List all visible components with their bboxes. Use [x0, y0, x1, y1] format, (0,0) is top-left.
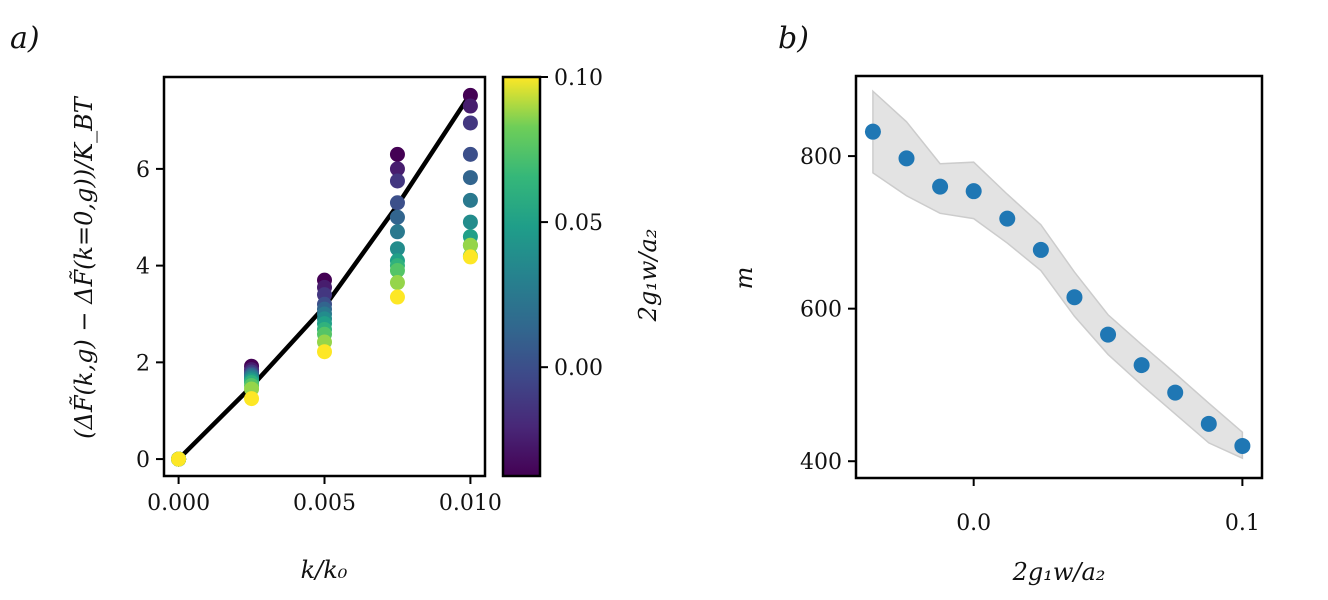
- x-tick-label: 0.0: [956, 511, 991, 536]
- data-point: [462, 170, 478, 186]
- data-point: [389, 209, 405, 225]
- data-point: [1066, 289, 1083, 306]
- plot-b-xlabel: 2g₁w/a₂: [1012, 558, 1106, 586]
- data-point: [317, 344, 332, 360]
- data-point: [389, 146, 405, 162]
- colorbar: 0.00 0.05 0.10: [501, 66, 603, 478]
- data-point: [1100, 326, 1117, 343]
- data-point: [1234, 437, 1251, 454]
- data-point: [389, 262, 405, 278]
- data-point: [389, 289, 405, 305]
- panel-label-b: b): [778, 21, 809, 56]
- colorbar-tick-label: 0.00: [554, 356, 603, 381]
- data-point: [864, 123, 881, 140]
- data-point: [462, 87, 478, 103]
- data-point: [389, 241, 405, 257]
- panel-label-a: a): [10, 21, 40, 56]
- y-tick-label: 2: [136, 351, 150, 376]
- data-point: [171, 451, 187, 467]
- colorbar-tick-label: 0.10: [554, 66, 603, 91]
- data-point: [462, 146, 478, 162]
- data-point: [244, 391, 260, 407]
- colorbar-tick-label: 0.05: [554, 211, 603, 236]
- data-point: [389, 173, 405, 189]
- data-point: [462, 214, 478, 230]
- data-point: [898, 150, 915, 167]
- x-tick-label: 0.005: [293, 491, 356, 516]
- data-point: [1133, 357, 1150, 374]
- plot-a: [162, 75, 487, 478]
- data-point: [1200, 415, 1217, 432]
- data-point: [1167, 384, 1184, 401]
- y-tick-label: 600: [800, 298, 842, 323]
- data-point: [1032, 241, 1049, 258]
- data-point: [932, 178, 949, 195]
- data-point: [462, 115, 478, 131]
- data-point: [462, 249, 478, 265]
- y-tick-label: 400: [800, 450, 842, 475]
- y-tick-label: 6: [136, 158, 150, 183]
- plot-b-ylabel: m: [730, 267, 758, 290]
- data-point: [389, 224, 405, 240]
- data-point: [389, 275, 405, 291]
- x-tick-label: 0.000: [147, 491, 210, 516]
- y-tick-label: 0: [136, 448, 150, 473]
- data-point: [965, 183, 982, 200]
- data-point: [462, 98, 478, 114]
- x-tick-label: 0.010: [439, 491, 502, 516]
- colorbar-gradient: [501, 75, 542, 478]
- colorbar-label: 2g₁w/a₂: [634, 229, 662, 323]
- plot-b: [854, 74, 1264, 480]
- data-point: [389, 195, 405, 211]
- plot-a-ticks: 0.000 0.005 0.010 0 2 4 6: [136, 158, 502, 516]
- plot-a-xlabel: k/k₀: [301, 556, 348, 584]
- plot-a-ylabel: (ΔF̃(k,g) − ΔF̃(k=0,g))/K_BT: [70, 95, 98, 439]
- data-point: [462, 237, 478, 253]
- y-tick-label: 800: [800, 145, 842, 170]
- y-tick-label: 4: [136, 255, 150, 280]
- data-point: [462, 192, 478, 208]
- plot-b-ticks: 0.0 0.1 400 600 800: [800, 145, 1260, 536]
- data-point: [389, 161, 405, 177]
- uncertainty-band: [872, 89, 1244, 460]
- x-tick-label: 0.1: [1225, 511, 1260, 536]
- plot-b-frame: [854, 74, 1264, 480]
- data-point: [999, 210, 1016, 227]
